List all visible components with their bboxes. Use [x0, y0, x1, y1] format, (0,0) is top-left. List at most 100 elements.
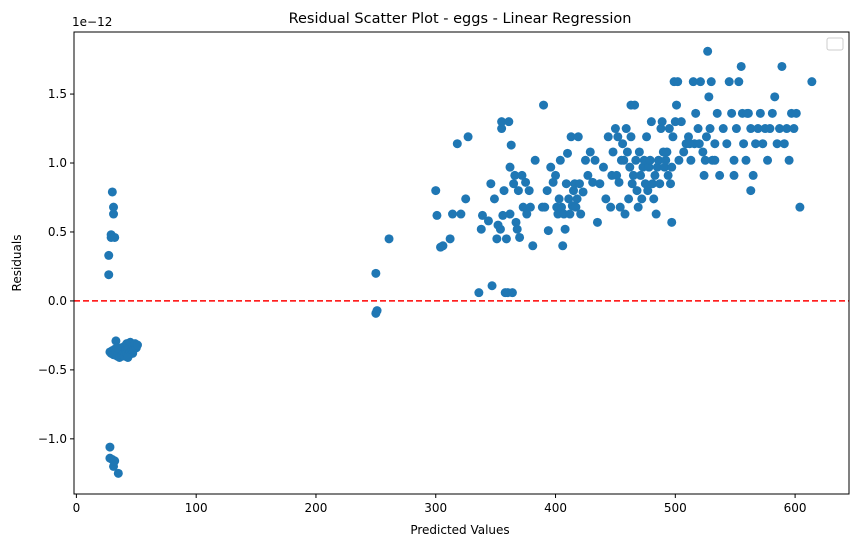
data-point — [551, 170, 561, 180]
data-point — [511, 217, 521, 227]
data-point — [557, 202, 567, 212]
data-point — [448, 209, 458, 219]
data-point — [668, 132, 678, 142]
data-point — [452, 139, 462, 149]
data-point — [555, 155, 565, 165]
data-point — [489, 194, 499, 204]
data-point — [618, 139, 628, 149]
data-point — [628, 170, 638, 180]
data-point — [621, 124, 631, 134]
legend-box — [826, 37, 844, 51]
data-point — [601, 194, 611, 204]
data-point — [495, 224, 505, 234]
data-point — [510, 170, 520, 180]
data-point — [722, 139, 732, 149]
data-point — [765, 124, 775, 134]
data-point — [505, 162, 515, 172]
y-tick-label: 1.0 — [48, 156, 67, 170]
plot-frame — [73, 31, 850, 495]
data-point — [610, 124, 620, 134]
data-point — [606, 202, 616, 212]
data-point — [112, 343, 122, 353]
data-point — [751, 139, 761, 149]
data-point — [608, 147, 618, 157]
data-point — [110, 232, 120, 242]
data-point — [673, 77, 683, 87]
data-point — [613, 132, 623, 142]
data-point — [384, 234, 394, 244]
data-point — [643, 186, 653, 196]
data-point — [566, 132, 576, 142]
data-point — [779, 139, 789, 149]
data-point — [590, 155, 600, 165]
y-tick-label: −1.0 — [38, 432, 67, 446]
data-point — [767, 108, 777, 118]
data-point — [476, 224, 486, 234]
data-point — [636, 170, 646, 180]
data-point — [624, 194, 634, 204]
data-point — [807, 77, 817, 87]
data-point — [777, 61, 787, 71]
data-point — [568, 186, 578, 196]
data-point — [656, 124, 666, 134]
data-point — [632, 186, 642, 196]
data-point — [524, 186, 534, 196]
y-tick-label: 0.0 — [48, 294, 67, 308]
data-point — [718, 124, 728, 134]
data-point — [554, 194, 564, 204]
data-point — [699, 170, 709, 180]
data-point — [731, 124, 741, 134]
x-tick-label: 0 — [73, 501, 81, 515]
data-point — [667, 217, 677, 227]
data-point — [571, 202, 581, 212]
data-point — [679, 147, 689, 157]
data-point — [592, 217, 602, 227]
data-point — [651, 209, 661, 219]
data-point — [598, 162, 608, 172]
data-point — [715, 170, 725, 180]
data-point — [585, 147, 595, 157]
x-axis-title: Predicted Values — [410, 523, 509, 537]
data-point — [572, 194, 582, 204]
data-point — [530, 155, 540, 165]
data-point — [700, 155, 710, 165]
data-point — [693, 124, 703, 134]
data-point — [542, 186, 552, 196]
data-point — [753, 124, 763, 134]
data-point — [540, 202, 550, 212]
data-point — [515, 232, 525, 242]
data-point — [109, 202, 119, 212]
data-point — [755, 108, 765, 118]
data-point — [576, 209, 586, 219]
data-point — [710, 139, 720, 149]
data-point — [772, 139, 782, 149]
data-point — [667, 162, 677, 172]
data-point — [513, 186, 523, 196]
data-point — [654, 155, 664, 165]
data-point — [666, 179, 676, 189]
data-point — [782, 124, 792, 134]
data-point — [492, 234, 502, 244]
data-point — [655, 179, 665, 189]
data-point — [627, 179, 637, 189]
data-point — [615, 202, 625, 212]
data-point — [107, 187, 117, 197]
data-point — [588, 177, 598, 187]
data-point — [595, 179, 605, 189]
data-point — [625, 162, 635, 172]
data-point — [775, 124, 785, 134]
plot-area: 0 100 200 300 400 500 600 −1.0 −0.5 0.0 0.5 1.0 1.5 — [38, 31, 850, 515]
data-point — [701, 132, 711, 142]
y-axis-ticks: −1.0 −0.5 0.0 0.5 1.0 1.5 — [38, 87, 74, 446]
data-point — [698, 147, 708, 157]
data-point — [685, 139, 695, 149]
data-point — [104, 250, 114, 260]
scatter-points — [104, 46, 817, 478]
data-point — [431, 186, 441, 196]
data-point — [710, 155, 720, 165]
data-point — [703, 46, 713, 56]
data-point — [506, 140, 516, 150]
data-point — [497, 124, 507, 134]
data-point — [739, 139, 749, 149]
